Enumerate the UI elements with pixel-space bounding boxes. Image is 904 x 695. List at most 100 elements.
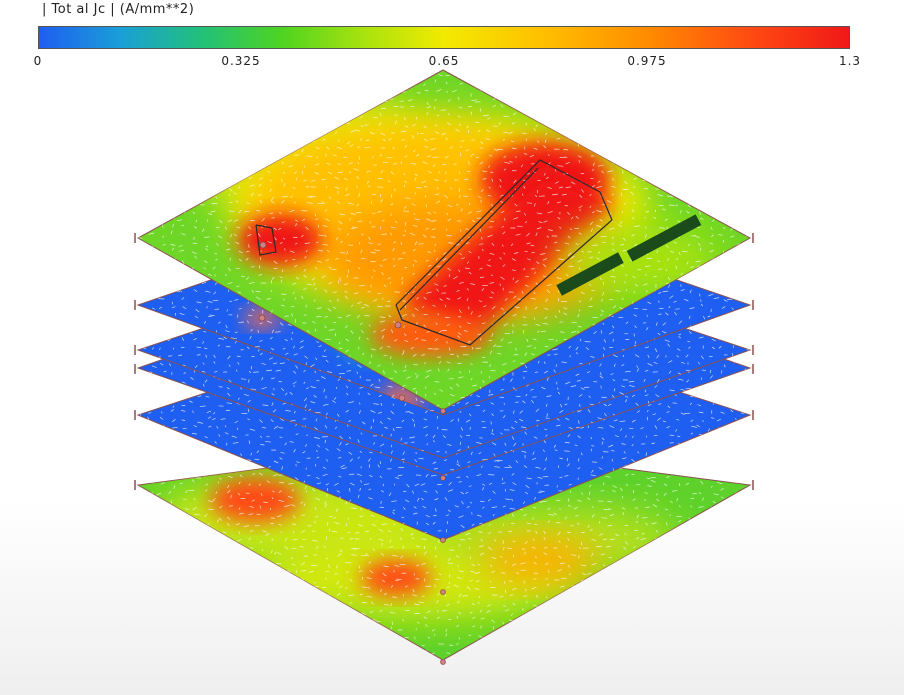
current-vector-arrow	[159, 416, 164, 420]
current-vector-arrow	[578, 658, 582, 660]
current-vector-arrow	[233, 548, 239, 550]
current-vector-arrow	[622, 584, 626, 587]
current-vector-arrow	[692, 65, 694, 68]
current-vector-arrow	[611, 93, 613, 95]
current-vector-arrow	[138, 657, 141, 660]
current-vector-arrow	[713, 189, 714, 191]
current-vector-arrow	[733, 501, 738, 505]
current-vector-arrow	[459, 70, 460, 72]
current-vector-arrow	[536, 116, 537, 118]
current-vector-arrow	[167, 332, 170, 334]
current-vector-arrow	[175, 155, 177, 158]
current-vector-arrow	[184, 508, 189, 511]
current-vector-arrow	[532, 538, 535, 541]
current-vector-arrow	[285, 59, 287, 62]
current-vector-arrow	[743, 186, 746, 188]
current-vector-arrow	[271, 585, 275, 588]
current-vector-arrow	[149, 77, 152, 80]
current-vector-arrow	[167, 107, 171, 110]
current-vector-arrow	[306, 587, 310, 590]
current-vector-arrow	[274, 85, 277, 87]
current-vector-arrow	[256, 513, 261, 516]
current-vector-arrow	[643, 571, 647, 574]
current-vector-arrow	[248, 483, 251, 486]
current-vector-arrow	[741, 645, 745, 648]
current-vector-arrow	[688, 555, 691, 558]
current-vector-arrow	[612, 490, 616, 492]
current-vector-arrow	[543, 537, 546, 540]
current-vector-arrow	[326, 625, 333, 627]
current-vector-arrow	[150, 146, 153, 148]
current-vector-arrow	[350, 507, 357, 509]
current-vector-arrow	[702, 556, 708, 559]
current-vector-arrow	[141, 553, 145, 556]
current-vector-arrow	[489, 580, 492, 583]
current-vector-arrow	[160, 322, 163, 323]
current-vector-arrow	[268, 116, 271, 117]
current-vector-arrow	[248, 537, 251, 540]
current-vector-arrow	[735, 86, 736, 88]
current-vector-arrow	[425, 624, 428, 627]
current-vector-arrow	[565, 642, 568, 646]
current-vector-arrow	[723, 158, 725, 160]
current-vector-arrow	[228, 115, 232, 116]
current-vector-arrow	[384, 593, 388, 595]
current-vector-arrow	[614, 607, 619, 611]
current-vector-arrow	[147, 508, 153, 510]
current-vector-arrow	[180, 596, 184, 598]
current-vector-arrow	[173, 93, 175, 95]
current-vector-arrow	[211, 602, 218, 605]
current-vector-arrow	[633, 649, 637, 653]
current-vector-arrow	[201, 585, 204, 589]
current-vector-arrow	[421, 644, 425, 647]
current-vector-arrow	[150, 290, 154, 292]
current-vector-arrow	[194, 178, 195, 180]
current-vector-arrow	[338, 643, 345, 645]
current-vector-arrow	[284, 147, 285, 149]
current-vector-arrow	[159, 571, 162, 574]
current-vector-arrow	[140, 627, 144, 631]
current-vector-arrow	[300, 501, 304, 504]
current-vector-arrow	[625, 140, 629, 142]
current-vector-arrow	[744, 333, 746, 335]
current-vector-arrow	[294, 636, 296, 639]
current-vector-arrow	[214, 644, 219, 645]
current-vector-arrow	[149, 508, 151, 512]
current-vector-arrow	[303, 555, 308, 557]
current-vector-arrow	[138, 463, 139, 468]
current-vector-arrow	[193, 75, 194, 77]
current-vector-arrow	[209, 465, 216, 468]
current-vector-arrow	[731, 512, 735, 517]
current-vector-arrow	[416, 564, 420, 567]
current-vector-arrow	[218, 517, 222, 521]
current-vector-arrow	[644, 129, 647, 132]
current-vector-arrow	[744, 221, 748, 222]
current-vector-arrow	[163, 260, 164, 262]
current-vector-arrow	[697, 568, 701, 572]
current-vector-arrow	[291, 125, 293, 128]
current-vector-arrow	[145, 257, 149, 259]
current-vector-arrow	[668, 633, 670, 636]
current-vector-arrow	[138, 459, 140, 463]
current-vector-arrow	[271, 658, 275, 660]
current-vector-arrow	[217, 187, 220, 189]
current-vector-arrow	[706, 133, 710, 135]
current-vector-arrow	[519, 508, 524, 511]
current-vector-arrow	[654, 469, 659, 472]
current-vector-arrow	[372, 633, 376, 637]
current-vector-arrow	[603, 662, 604, 665]
current-vector-arrow	[700, 69, 701, 72]
current-vector-arrow	[216, 519, 219, 523]
current-vector-arrow	[384, 74, 390, 75]
current-vector-arrow	[301, 629, 306, 632]
current-vector-arrow	[265, 533, 270, 536]
current-vector-arrow	[162, 90, 167, 91]
current-vector-arrow	[162, 644, 169, 646]
current-vector-arrow	[577, 643, 580, 647]
current-vector-arrow	[730, 613, 733, 617]
current-vector-arrow	[193, 614, 197, 615]
current-vector-arrow	[139, 82, 143, 84]
current-vector-arrow	[543, 609, 546, 612]
current-vector-arrow	[626, 76, 631, 77]
